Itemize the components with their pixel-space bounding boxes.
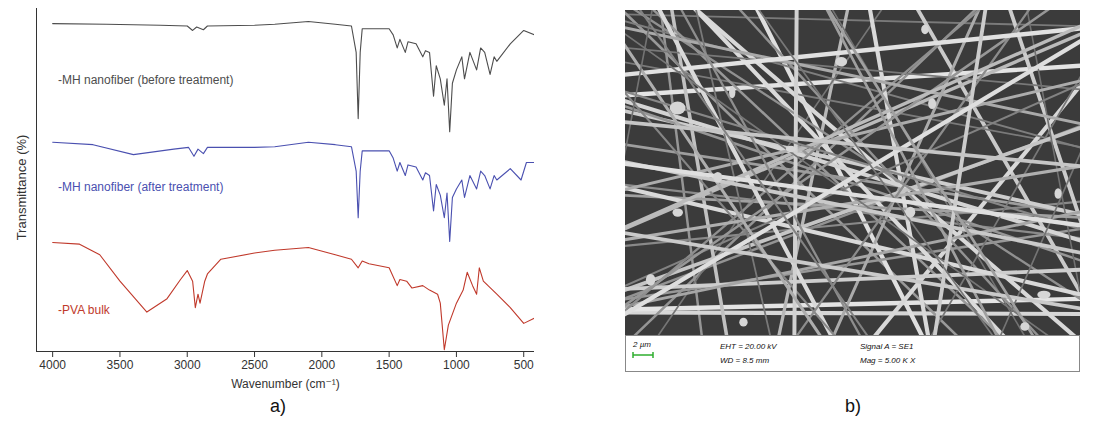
svg-text:2500: 2500 xyxy=(241,358,268,372)
svg-text:3500: 3500 xyxy=(107,358,134,372)
svg-text:2 µm: 2 µm xyxy=(632,340,651,349)
svg-text:1500: 1500 xyxy=(376,358,403,372)
svg-text:-MH nanofiber (before treatmen: -MH nanofiber (before treatment) xyxy=(58,73,233,87)
svg-text:WD = 8.5 mm: WD = 8.5 mm xyxy=(720,356,769,365)
html-text:Transmittance (%): Transmittance (%) xyxy=(13,134,29,241)
svg-text:-PVA bulk: -PVA bulk xyxy=(58,303,111,317)
svg-text:-MH nanofiber (after treatment: -MH nanofiber (after treatment) xyxy=(58,180,223,194)
svg-text:Signal A = SE1: Signal A = SE1 xyxy=(860,342,913,351)
html-text:b): b) xyxy=(845,396,861,416)
svg-text:500: 500 xyxy=(514,358,534,372)
svg-text:1000: 1000 xyxy=(443,358,470,372)
svg-text:Wavenumber (cm⁻¹): Wavenumber (cm⁻¹) xyxy=(231,377,340,391)
svg-text:3000: 3000 xyxy=(174,358,201,372)
svg-text:Mag = 5.00 K X: Mag = 5.00 K X xyxy=(860,356,916,365)
svg-text:4000: 4000 xyxy=(39,358,66,372)
svg-text:EHT = 20.00 kV: EHT = 20.00 kV xyxy=(720,342,777,351)
html-text:a): a) xyxy=(270,396,286,416)
svg-text:2000: 2000 xyxy=(308,358,335,372)
